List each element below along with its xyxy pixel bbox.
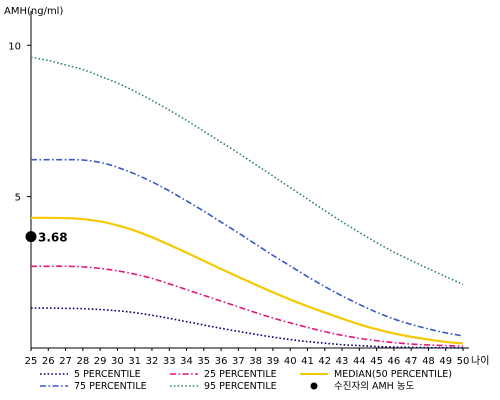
series-line-5-percentile	[30, 307, 464, 349]
y-tick-label: 10	[8, 41, 21, 52]
x-tick-label: 43	[336, 356, 349, 367]
x-tick-label: 39	[267, 356, 280, 367]
x-tick-label: 41	[301, 356, 314, 367]
x-tick-label: 38	[249, 356, 262, 367]
x-tick-label: 34	[180, 356, 193, 367]
x-tick-label: 42	[318, 356, 331, 367]
legend-label: 25 PERCENTILE	[204, 369, 277, 380]
x-tick-label: 28	[76, 356, 89, 367]
x-tick-label: 26	[42, 356, 55, 367]
legend-label: MEDIAN(50 PERCENTILE)	[334, 369, 452, 380]
series-line-95-percentile	[30, 56, 464, 286]
x-tick-label: 32	[146, 356, 159, 367]
legend-label: 75 PERCENTILE	[74, 381, 147, 392]
y-axis-label: AMH(ng/ml)	[4, 6, 63, 17]
x-tick-label: 48	[422, 356, 435, 367]
x-tick-label: 44	[353, 356, 366, 367]
x-tick-label: 47	[405, 356, 418, 367]
x-tick-label: 31	[128, 356, 141, 367]
amh-marker-point	[25, 231, 37, 243]
x-tick-label: 45	[370, 356, 383, 367]
series-line-median-50-percentile-	[30, 216, 464, 345]
x-tick-label: 33	[163, 356, 176, 367]
x-tick-label: 25	[25, 356, 38, 367]
x-tick-label: 35	[197, 356, 210, 367]
x-tick-label: 27	[59, 356, 72, 367]
x-tick-label: 37	[232, 356, 245, 367]
amh-marker-label: 3.68	[38, 231, 68, 245]
legend-label: 5 PERCENTILE	[74, 369, 141, 380]
x-tick-label: 29	[94, 356, 107, 367]
legend-label: 수진자의 AMH 농도	[334, 381, 415, 392]
x-tick-label: 50	[457, 356, 470, 367]
x-tick-label: 36	[215, 356, 228, 367]
legend-label: 95 PERCENTILE	[204, 381, 277, 392]
x-tick-label: 46	[388, 356, 401, 367]
markers: 3.68	[25, 231, 68, 245]
x-tick-label: 49	[439, 356, 452, 367]
x-tick-label: 30	[111, 356, 124, 367]
series-line-75-percentile	[31, 158, 464, 337]
x-tick-label: 40	[284, 356, 297, 367]
x-axis-label: 나이	[471, 355, 489, 367]
legend: 5 PERCENTILE 25 PERCENTILE MEDIAN(50 PERCE…	[40, 369, 452, 392]
series-lines	[30, 56, 464, 349]
y-tick-label: 5	[15, 193, 21, 204]
legend-marker-swatch	[310, 382, 318, 390]
axes: AMH(ng/ml) 5 10 25 26 27 28 29 30 31 32 33 34 35 36 37 3…	[4, 6, 489, 367]
